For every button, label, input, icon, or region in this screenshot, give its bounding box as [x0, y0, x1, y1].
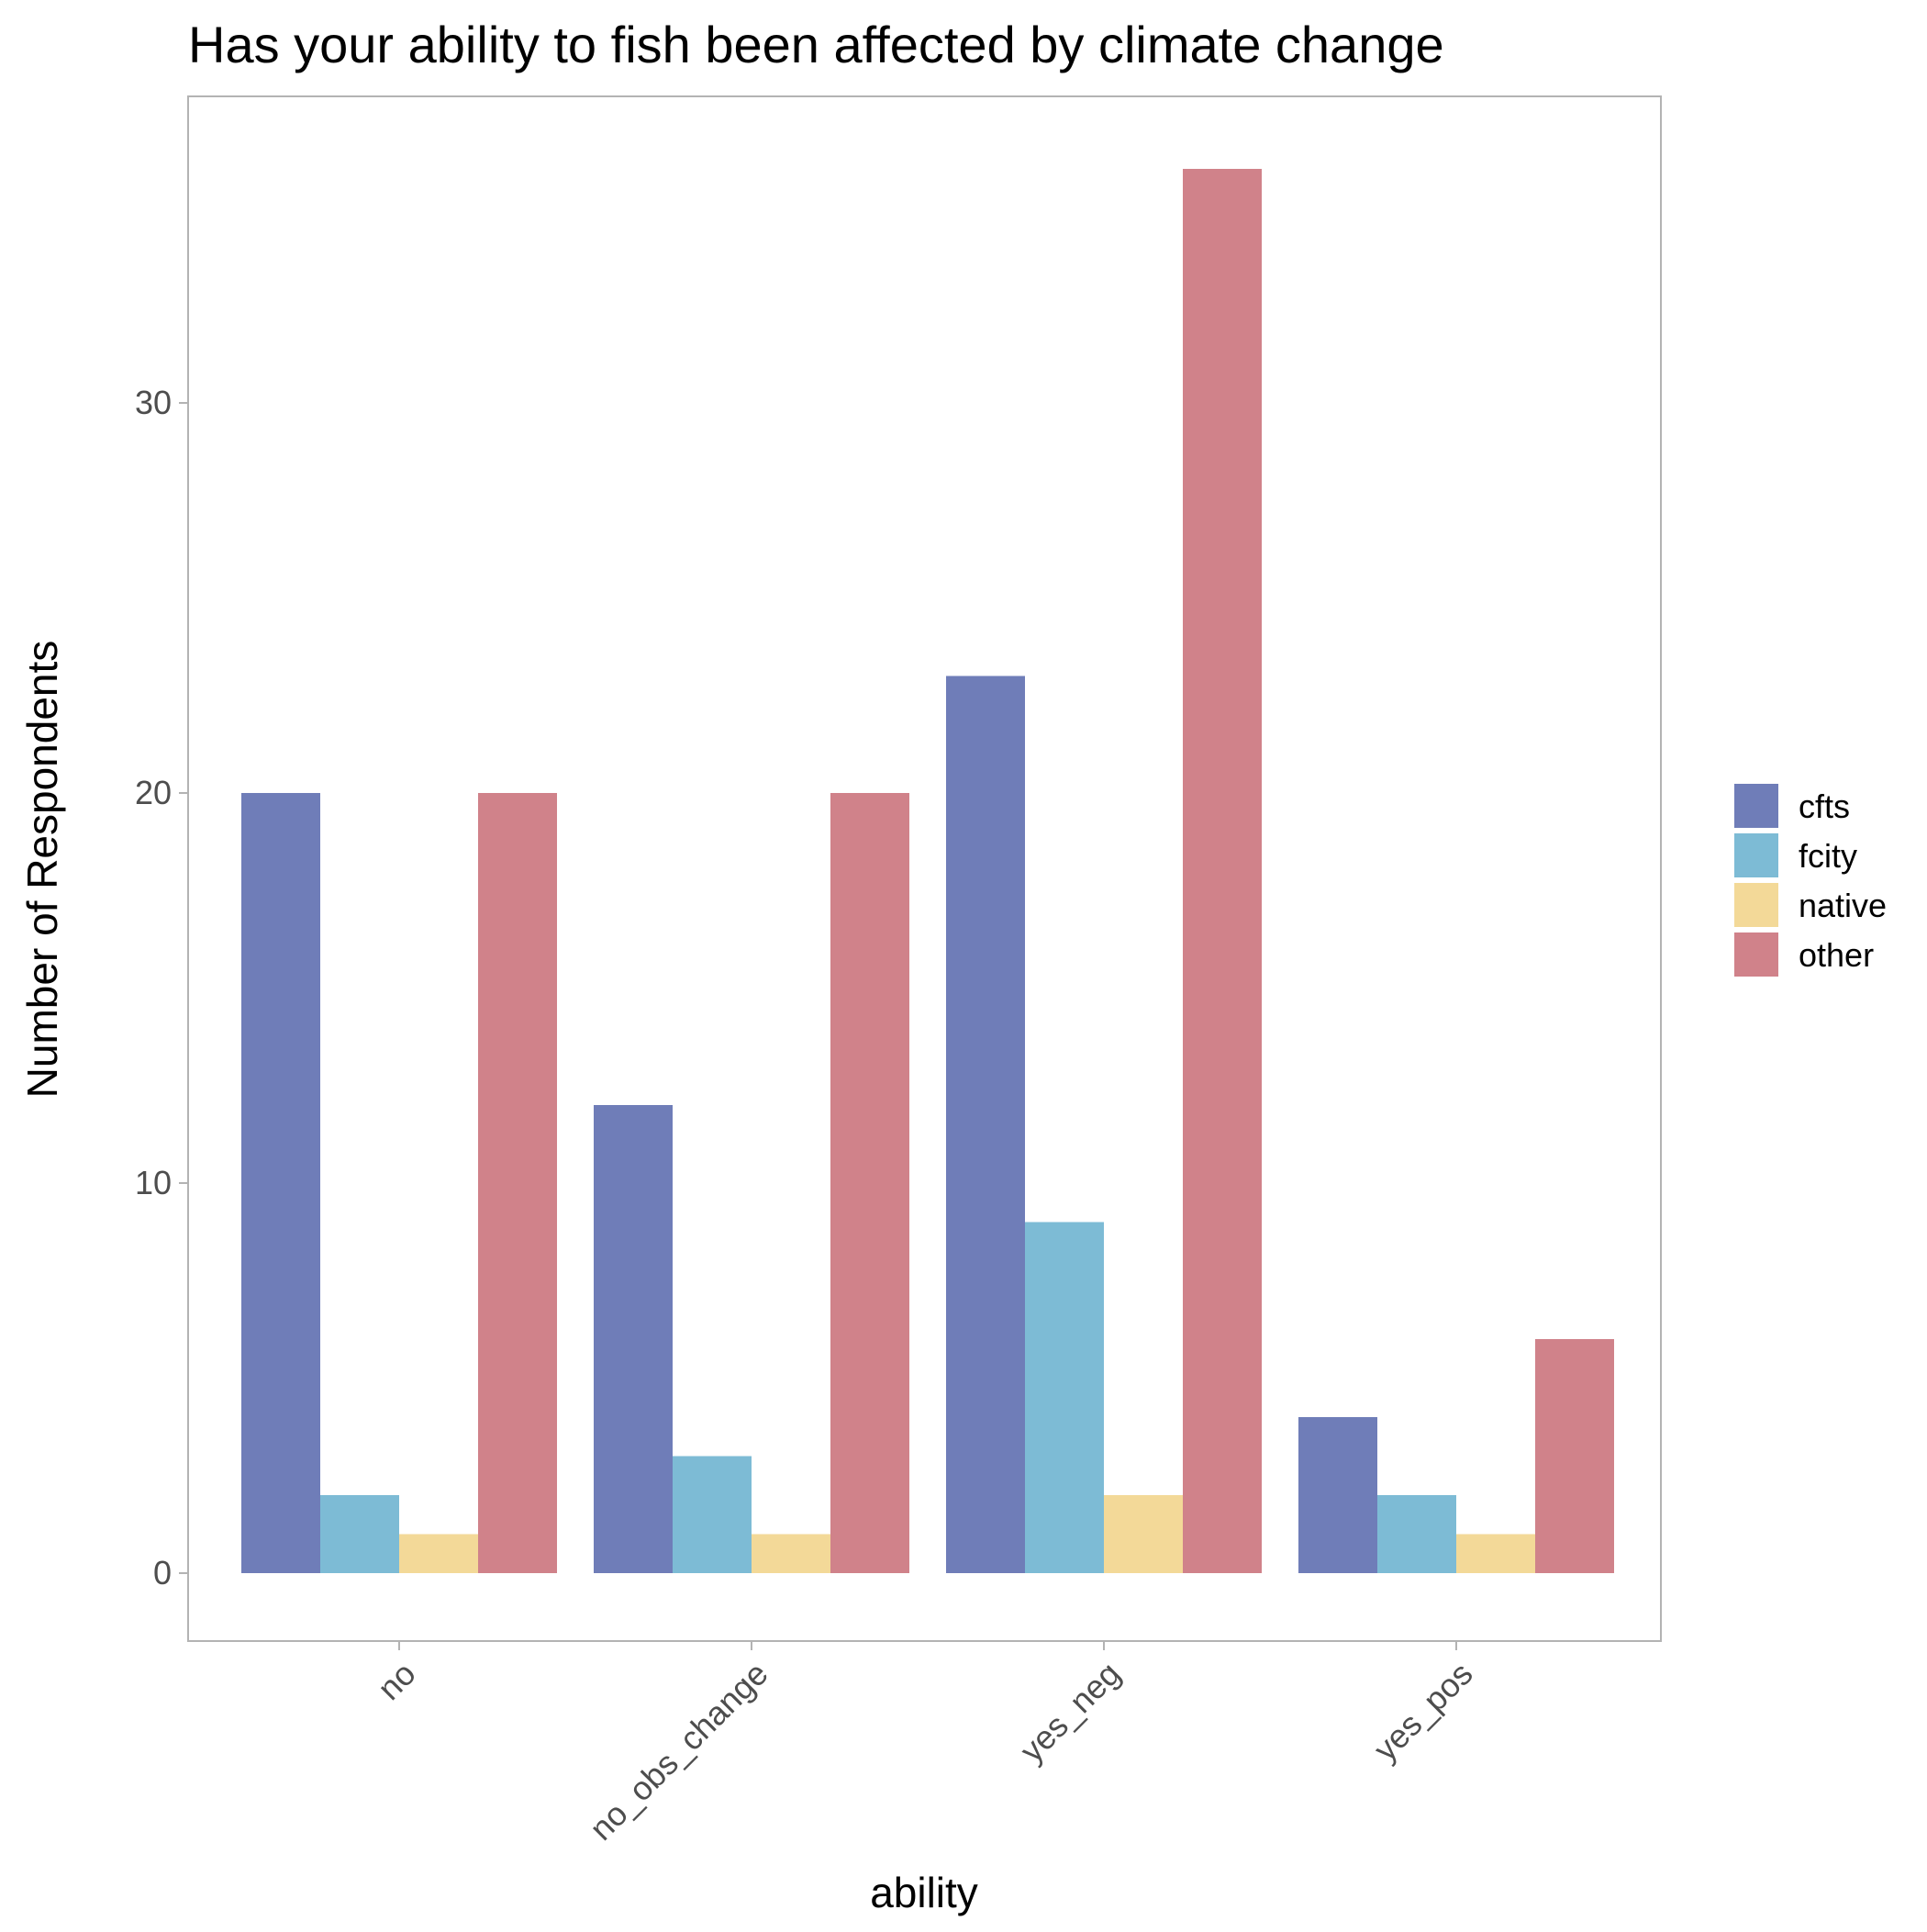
bar-no-other [478, 793, 557, 1573]
bar-yes_neg-cfts [946, 676, 1025, 1573]
bar-yes_pos-native [1456, 1534, 1535, 1573]
legend-label: other [1799, 936, 1874, 974]
x-tick-label: yes_pos [1366, 1655, 1480, 1769]
legend-key-other [1734, 932, 1778, 977]
bar-yes_neg-other [1183, 169, 1262, 1573]
legend-key-native [1734, 883, 1778, 927]
legend-label: native [1799, 887, 1887, 924]
bar-yes_pos-fcity [1377, 1495, 1456, 1573]
bar-no_obs_change-native [752, 1534, 830, 1573]
y-tick-label: 30 [135, 384, 172, 421]
x-tick-label: no [370, 1655, 422, 1707]
bar-no_obs_change-cfts [594, 1105, 673, 1573]
y-tick-label: 10 [135, 1164, 172, 1201]
bar-no-cfts [241, 793, 320, 1573]
legend-key-cfts [1734, 784, 1778, 828]
bar-yes_pos-other [1535, 1339, 1614, 1573]
bar-no-native [399, 1534, 478, 1573]
y-axis: 0 10 20 30 [135, 384, 188, 1591]
bar-yes_neg-fcity [1025, 1222, 1104, 1573]
bar-no-fcity [320, 1495, 399, 1573]
x-tick-label: no_obs_change [582, 1655, 774, 1848]
y-tick-label: 0 [153, 1554, 172, 1591]
bar-yes_neg-native [1104, 1495, 1183, 1573]
bar-no_obs_change-fcity [673, 1456, 752, 1573]
legend-key-fcity [1734, 833, 1778, 877]
y-axis-title: Number of Respondents [18, 641, 66, 1099]
legend-label: fcity [1799, 837, 1857, 875]
bars-group [241, 169, 1614, 1573]
plot-panel [187, 95, 1662, 1642]
x-axis: no no_obs_change yes_neg yes_pos [370, 1641, 1480, 1848]
x-tick-label: yes_neg [1012, 1655, 1127, 1770]
chart-title: Has your ability to fish been affected b… [188, 16, 1444, 73]
bar-no_obs_change-other [830, 793, 909, 1573]
legend-label: cfts [1799, 787, 1850, 825]
y-tick-label: 20 [135, 774, 172, 811]
bar-yes_pos-cfts [1298, 1417, 1377, 1573]
legend: cfts fcity native other [1734, 784, 1887, 977]
x-axis-title: ability [870, 1869, 978, 1916]
